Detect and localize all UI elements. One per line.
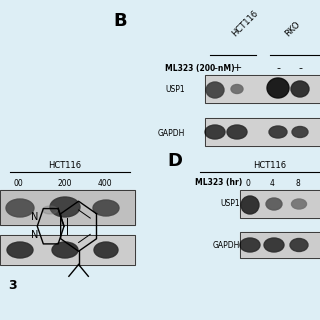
Text: HCT116: HCT116 bbox=[48, 161, 82, 170]
Text: N: N bbox=[30, 230, 38, 240]
Ellipse shape bbox=[291, 81, 309, 97]
Bar bbox=[205, 118, 320, 146]
Ellipse shape bbox=[241, 196, 259, 214]
Bar bbox=[0, 235, 135, 265]
Bar bbox=[0, 235, 135, 265]
Text: N: N bbox=[30, 212, 38, 222]
Ellipse shape bbox=[269, 126, 287, 138]
Text: 8: 8 bbox=[296, 179, 300, 188]
Text: 4: 4 bbox=[269, 179, 275, 188]
Text: USP1: USP1 bbox=[220, 198, 240, 207]
Ellipse shape bbox=[292, 126, 308, 138]
Ellipse shape bbox=[290, 238, 308, 252]
Text: ML323 (200 nM): ML323 (200 nM) bbox=[165, 63, 235, 73]
Bar bbox=[205, 118, 320, 146]
Ellipse shape bbox=[267, 78, 289, 98]
Text: GAPDH: GAPDH bbox=[212, 241, 240, 250]
Bar bbox=[205, 75, 320, 103]
Text: -: - bbox=[298, 63, 302, 73]
Text: 200: 200 bbox=[58, 179, 72, 188]
Ellipse shape bbox=[93, 200, 119, 216]
Ellipse shape bbox=[227, 125, 247, 139]
Text: +: + bbox=[232, 63, 242, 73]
Text: -: - bbox=[213, 63, 217, 73]
Text: RKO: RKO bbox=[283, 19, 302, 38]
Ellipse shape bbox=[266, 198, 282, 210]
Text: 400: 400 bbox=[98, 179, 112, 188]
Text: D: D bbox=[167, 152, 182, 170]
Bar bbox=[240, 190, 320, 218]
Ellipse shape bbox=[7, 242, 33, 258]
Ellipse shape bbox=[231, 84, 243, 93]
Text: GAPDH: GAPDH bbox=[158, 129, 185, 138]
Ellipse shape bbox=[205, 125, 225, 139]
Bar bbox=[240, 190, 320, 218]
Text: HCT116: HCT116 bbox=[253, 161, 287, 170]
Text: 0: 0 bbox=[245, 179, 251, 188]
Text: 00: 00 bbox=[13, 179, 23, 188]
Ellipse shape bbox=[94, 242, 118, 258]
Ellipse shape bbox=[264, 238, 284, 252]
Bar bbox=[205, 75, 320, 103]
Text: USP1: USP1 bbox=[165, 85, 185, 94]
Ellipse shape bbox=[43, 206, 58, 214]
Ellipse shape bbox=[206, 82, 224, 98]
Bar bbox=[240, 232, 320, 258]
Ellipse shape bbox=[240, 238, 260, 252]
Ellipse shape bbox=[52, 242, 78, 258]
Ellipse shape bbox=[50, 197, 80, 217]
Bar bbox=[240, 232, 320, 258]
Text: B: B bbox=[113, 12, 127, 30]
Ellipse shape bbox=[292, 199, 307, 209]
Text: HCT116: HCT116 bbox=[230, 8, 260, 38]
Bar bbox=[0, 190, 135, 225]
Text: 3: 3 bbox=[9, 279, 17, 292]
Ellipse shape bbox=[6, 199, 34, 217]
Text: ML323 (hr): ML323 (hr) bbox=[195, 179, 242, 188]
Bar bbox=[0, 190, 135, 225]
Text: -: - bbox=[276, 63, 280, 73]
